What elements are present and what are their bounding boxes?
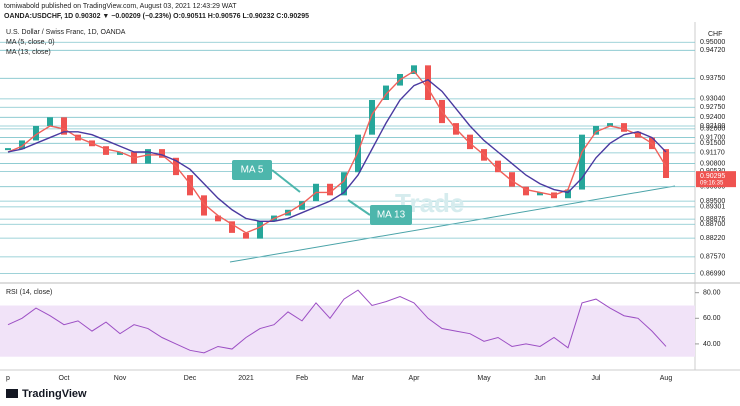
- y-tick-label: 0.89301: [700, 204, 725, 211]
- annotation-box: [370, 205, 412, 225]
- candle: [411, 65, 417, 74]
- y-tick-label: 0.88876: [700, 216, 725, 223]
- quote: OANDA:USDCHF, 1D 0.90302 ▼ −0.00209 (−0.…: [4, 13, 309, 20]
- x-tick-label: Dec: [184, 375, 197, 382]
- y-tick-label: 0.89500: [700, 198, 725, 205]
- candle: [425, 65, 431, 100]
- x-tick-label: Mar: [352, 375, 365, 382]
- y-tick-label: 0.91170: [700, 150, 725, 157]
- x-tick-label: Aug: [660, 375, 673, 382]
- footer-logo: [6, 389, 18, 398]
- candle: [201, 195, 207, 216]
- candle: [579, 134, 585, 190]
- y-tick-label: 0.91500: [700, 140, 725, 147]
- candle: [159, 149, 165, 158]
- y-tick-label: 0.92000: [700, 126, 725, 133]
- y-tick-label: 0.93040: [700, 96, 725, 103]
- annotation-box: [232, 160, 272, 180]
- annotation-arrow: [271, 169, 301, 193]
- rsi-band: [0, 305, 695, 357]
- publisher: tomiwabold published on TradingView.com,…: [4, 3, 237, 10]
- candle: [5, 148, 11, 151]
- annotation-arrow: [347, 199, 371, 216]
- candle: [593, 126, 599, 135]
- candle: [663, 149, 669, 178]
- x-tick-label: Nov: [114, 375, 127, 382]
- candle: [229, 221, 235, 233]
- pane-title: RSI (14, close): [6, 289, 52, 296]
- y-tick-label: 0.90800: [700, 160, 725, 167]
- candle: [145, 149, 151, 164]
- candle: [299, 201, 305, 210]
- y-tick-label: 80.00: [703, 290, 721, 297]
- y-tick-label: 0.92750: [700, 104, 725, 111]
- candle: [47, 117, 53, 126]
- candle: [467, 134, 473, 150]
- candle: [495, 160, 501, 173]
- candle: [523, 186, 529, 196]
- y-tick-label: 0.95000: [700, 39, 725, 46]
- last-price-label: 0.90295: [700, 173, 725, 180]
- candle: [369, 100, 375, 135]
- ma-line: [7, 78, 667, 223]
- x-tick-label: 2021: [238, 375, 254, 382]
- candle: [187, 175, 193, 196]
- candle: [33, 126, 39, 141]
- candle: [383, 85, 389, 100]
- candle: [607, 123, 613, 126]
- y-tick-label: 0.93750: [700, 75, 725, 82]
- candle: [19, 140, 25, 150]
- y-tick-label: 0.88700: [700, 221, 725, 228]
- y-tick-label: 0.86990: [700, 270, 725, 277]
- axis-unit: CHF: [708, 31, 722, 38]
- candle: [341, 172, 347, 196]
- y-tick-label: 0.91700: [700, 134, 725, 141]
- legend-entry: MA (5, close, 0): [6, 39, 55, 46]
- candle: [243, 232, 249, 239]
- annotation-text: MA 5: [241, 165, 264, 176]
- x-tick-label: Jun: [534, 375, 545, 382]
- y-tick-label: 40.00: [703, 341, 721, 348]
- candle: [327, 183, 333, 196]
- x-tick-label: Oct: [59, 375, 70, 382]
- candle: [257, 221, 263, 239]
- ma-line: [7, 70, 667, 234]
- candle: [537, 192, 543, 196]
- y-tick-label: 0.92100: [700, 123, 725, 130]
- brand: TradingView: [22, 388, 87, 400]
- x-tick-label: Feb: [296, 375, 308, 382]
- y-tick-label: 0.94720: [700, 47, 725, 54]
- countdown: 09:16:35: [700, 181, 724, 187]
- x-tick-label: p: [6, 375, 10, 382]
- x-tick-label: Jul: [592, 375, 601, 382]
- candle: [61, 117, 67, 135]
- y-tick-label: 0.88220: [700, 235, 725, 242]
- annotation-text: MA 13: [377, 210, 406, 221]
- x-tick-label: Apr: [409, 375, 421, 382]
- y-tick-label: 0.87570: [700, 254, 725, 261]
- candle: [103, 146, 109, 155]
- candle: [117, 152, 123, 155]
- rsi-line: [7, 289, 667, 354]
- candle: [215, 215, 221, 222]
- legend-entry: MA (13, close): [6, 49, 51, 56]
- candle: [509, 172, 515, 187]
- legend-entry: U.S. Dollar / Swiss Franc, 1D, OANDA: [6, 29, 126, 36]
- last-price-box: [696, 171, 736, 188]
- y-tick-label: 0.92400: [700, 114, 725, 121]
- candle: [565, 189, 571, 199]
- y-tick-label: 60.00: [703, 315, 721, 322]
- x-tick-label: May: [477, 375, 491, 382]
- candle: [621, 123, 627, 132]
